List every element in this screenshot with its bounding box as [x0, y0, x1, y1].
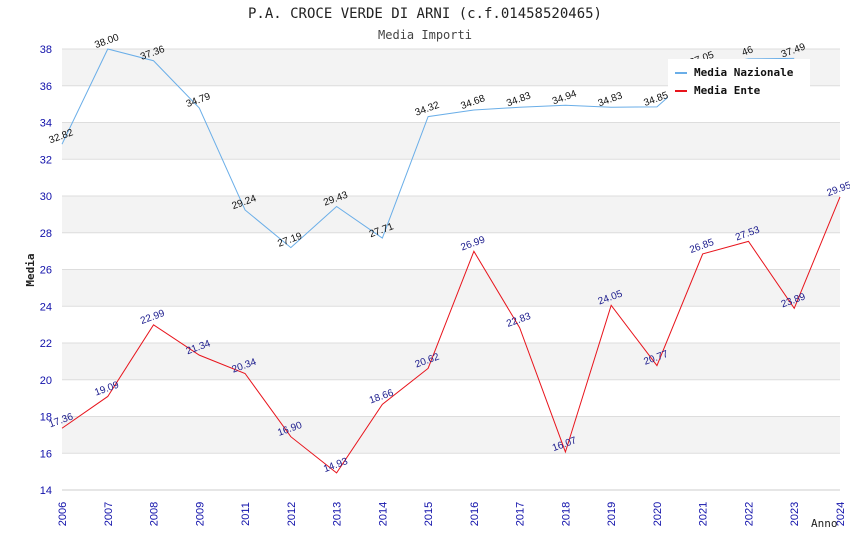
grid-band: [62, 343, 840, 380]
data-label-ente: 19.09: [93, 380, 121, 399]
data-label-nazionale: 34.85: [642, 90, 670, 109]
legend-label-nazionale: Media Nazionale: [694, 66, 794, 79]
x-tick-label: 2024: [835, 502, 847, 526]
x-tick-label: 2022: [743, 502, 755, 526]
data-label-nazionale: 46: [741, 44, 756, 58]
chart-subtitle: Media Importi: [378, 28, 472, 42]
x-tick-label: 2020: [652, 502, 664, 526]
data-label-ente: 18.66: [368, 387, 396, 406]
y-tick-label: 22: [40, 338, 52, 350]
x-tick-label: 2017: [515, 502, 527, 526]
x-axis-ticks: 2006 2007 2008 2009 2011 2012 2013 2014 2015 2016…: [57, 502, 847, 526]
y-tick-label: 34: [40, 118, 52, 130]
y-tick-label: 28: [40, 228, 52, 240]
legend-box: [668, 59, 810, 99]
data-label-nazionale: 38.00: [93, 32, 121, 51]
chart-title: P.A. CROCE VERDE DI ARNI (c.f.0145852046…: [248, 6, 602, 22]
data-label-nazionale: 34.83: [597, 90, 625, 109]
background-bands: [62, 49, 840, 454]
x-tick-label: 2021: [698, 502, 710, 526]
y-tick-label: 14: [40, 485, 52, 497]
data-label-ente: 26.99: [459, 234, 487, 253]
y-tick-label: 32: [40, 154, 52, 166]
y-tick-label: 38: [40, 44, 52, 56]
data-label-ente: 22.99: [139, 308, 167, 327]
x-tick-label: 2014: [377, 502, 389, 526]
x-tick-label: 2023: [789, 502, 801, 526]
x-tick-label: 2007: [103, 502, 115, 526]
data-label-nazionale: 34.32: [414, 100, 442, 119]
y-tick-label: 18: [40, 412, 52, 424]
grid-lines: [62, 48, 840, 491]
x-tick-label: 2008: [149, 502, 161, 526]
series-line-ente: [61, 196, 841, 474]
y-axis-ticks: 14 16 18 20 22 24 26 28 30 32 34 36 38: [40, 44, 52, 497]
data-label-nazionale: 34.94: [551, 88, 579, 107]
grid-band: [62, 269, 840, 307]
y-tick-label: 36: [40, 81, 52, 93]
x-tick-label: 2006: [57, 502, 69, 526]
y-axis-title: Media: [24, 253, 37, 286]
x-tick-label: 2011: [240, 502, 252, 526]
x-tick-label: 2018: [560, 502, 572, 526]
data-label-ente: 26.85: [688, 237, 716, 256]
x-tick-label: 2012: [286, 502, 298, 526]
y-tick-label: 30: [40, 191, 52, 203]
legend-label-ente: Media Ente: [694, 84, 761, 97]
y-tick-label: 24: [40, 301, 52, 313]
x-tick-label: 2019: [606, 502, 618, 526]
x-axis-title: Anno: [811, 517, 838, 530]
y-tick-label: 20: [40, 375, 52, 387]
x-tick-label: 2015: [423, 502, 435, 526]
legend: Media Nazionale Media Ente: [668, 59, 810, 99]
y-tick-label: 16: [40, 448, 52, 460]
grid-band: [62, 416, 840, 454]
x-tick-label: 2016: [469, 502, 481, 526]
x-tick-label: 2013: [332, 502, 344, 526]
grid-band: [62, 196, 840, 233]
grid-band: [62, 122, 840, 160]
series-lines: [61, 48, 841, 474]
y-tick-label: 26: [40, 265, 52, 277]
x-tick-label: 2009: [194, 502, 206, 526]
